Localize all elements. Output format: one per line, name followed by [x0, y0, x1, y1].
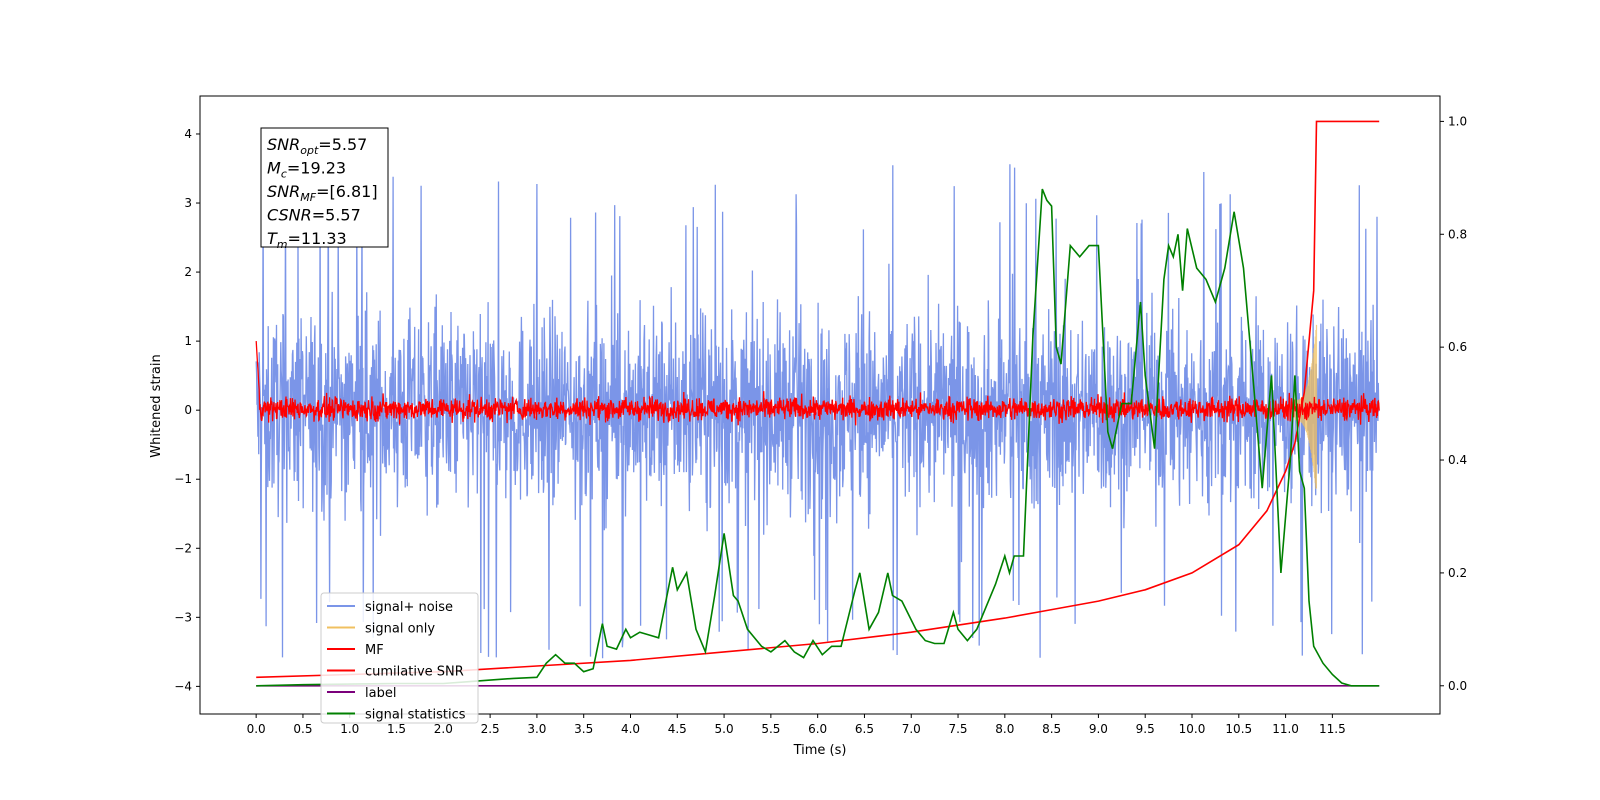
plot-area — [255, 120, 1380, 687]
legend-frame — [320, 592, 479, 724]
x-tick-label: 10.0 — [1179, 722, 1206, 736]
annotation-variable: T — [267, 229, 278, 248]
y-tick-label: 2 — [184, 265, 192, 279]
annotation-line: CSNR=5.57 — [267, 206, 361, 225]
annotation-variable: SNR — [267, 135, 300, 154]
legend: signal+ noise signal only MF cumilative SNR… — [320, 592, 479, 724]
y2-tick-label: 0.2 — [1448, 566, 1467, 580]
series-signal-statistics-line — [256, 188, 1380, 687]
annotation-line: SNRMF=[6.81] — [267, 182, 378, 204]
x-axis: 0.0 0.5 1.0 1.5 2.0 2.5 3.0 3.5 4.0 4.5 5.0 5.5 6.0 6… — [247, 714, 1346, 736]
annotation-value: =[6.81] — [316, 182, 378, 201]
x-tick-label: 4.5 — [668, 722, 687, 736]
y-tick-label: −4 — [174, 679, 192, 693]
y-tick-label: 4 — [184, 127, 192, 141]
series-cumulative-snr-line — [256, 120, 1380, 679]
x-tick-label: 4.0 — [621, 722, 640, 736]
x-tick-label: 2.0 — [434, 722, 453, 736]
x-tick-label: 8.5 — [1042, 722, 1061, 736]
x-tick-label: 6.0 — [808, 722, 827, 736]
annotation-value: =19.23 — [287, 159, 346, 178]
y-tick-label: 0 — [184, 403, 192, 417]
legend-label: signal only — [365, 622, 435, 637]
annotation-line: SNRopt=5.57 — [267, 135, 367, 157]
x-tick-label: 5.0 — [715, 722, 734, 736]
y2-tick-label: 0.8 — [1448, 227, 1467, 241]
y2-tick-label: 0.0 — [1448, 679, 1467, 693]
x-tick-label: 7.5 — [948, 722, 967, 736]
x-tick-label: 2.5 — [481, 722, 500, 736]
legend-label: MF — [365, 643, 384, 658]
legend-label: signal statistics — [365, 708, 466, 723]
x-tick-label: 9.5 — [1136, 722, 1155, 736]
x-tick-label: 3.0 — [527, 722, 546, 736]
y2-tick-label: 0.4 — [1448, 453, 1467, 467]
y-axis-label: Whitened strain — [149, 354, 164, 457]
x-tick-label: 11.5 — [1319, 722, 1346, 736]
x-tick-label: 1.0 — [340, 722, 359, 736]
legend-label: cumilative SNR — [365, 665, 464, 680]
annotation-value: =5.57 — [318, 135, 367, 154]
series-mf-line — [255, 341, 1380, 426]
y-tick-label: 1 — [184, 334, 192, 348]
stats-annotation-box: SNRopt=5.57Mc=19.23SNRMF=[6.81]CSNR=5.57… — [260, 127, 389, 251]
x-tick-label: 5.5 — [761, 722, 780, 736]
annotation-variable: M — [267, 159, 281, 178]
x-tick-label: 9.0 — [1089, 722, 1108, 736]
annotation-value: =11.33 — [288, 229, 347, 248]
annotation-value: =5.57 — [312, 206, 361, 225]
annotation-line: Mc=19.23 — [267, 159, 346, 181]
y2-tick-label: 1.0 — [1448, 114, 1467, 128]
x-axis-label: Time (s) — [793, 743, 847, 758]
legend-label: label — [365, 686, 396, 701]
x-tick-label: 6.5 — [855, 722, 874, 736]
y-tick-label: −2 — [174, 541, 192, 555]
y-axis-right: 0.0 0.2 0.4 0.6 0.8 1.0 — [1440, 114, 1467, 693]
x-tick-label: 11.0 — [1272, 722, 1299, 736]
x-tick-label: 3.5 — [574, 722, 593, 736]
y-axis-left: −4 −3 −2 −1 0 1 2 3 4 — [174, 127, 200, 693]
y-tick-label: −1 — [174, 472, 192, 486]
annotation-subscript: c — [281, 168, 287, 181]
annotation-subscript: MF — [300, 191, 316, 204]
annotation-line: Tm=11.33 — [267, 229, 347, 251]
y-tick-label: 3 — [184, 196, 192, 210]
annotation-subscript: opt — [300, 144, 319, 157]
annotation-frame — [260, 127, 389, 248]
x-tick-label: 0.0 — [247, 722, 266, 736]
x-tick-label: 1.5 — [387, 722, 406, 736]
x-tick-label: 7.0 — [902, 722, 921, 736]
annotation-subscript: m — [277, 238, 288, 251]
y-tick-label: −3 — [174, 610, 192, 624]
legend-label: signal+ noise — [365, 600, 453, 615]
annotation-variable: SNR — [267, 182, 300, 201]
annotation-variable: CSNR — [267, 206, 312, 225]
x-tick-label: 8.0 — [995, 722, 1014, 736]
x-tick-label: 10.5 — [1225, 722, 1252, 736]
y2-tick-label: 0.6 — [1448, 340, 1467, 354]
plot-frame — [199, 95, 1441, 715]
x-tick-label: 0.5 — [293, 722, 312, 736]
